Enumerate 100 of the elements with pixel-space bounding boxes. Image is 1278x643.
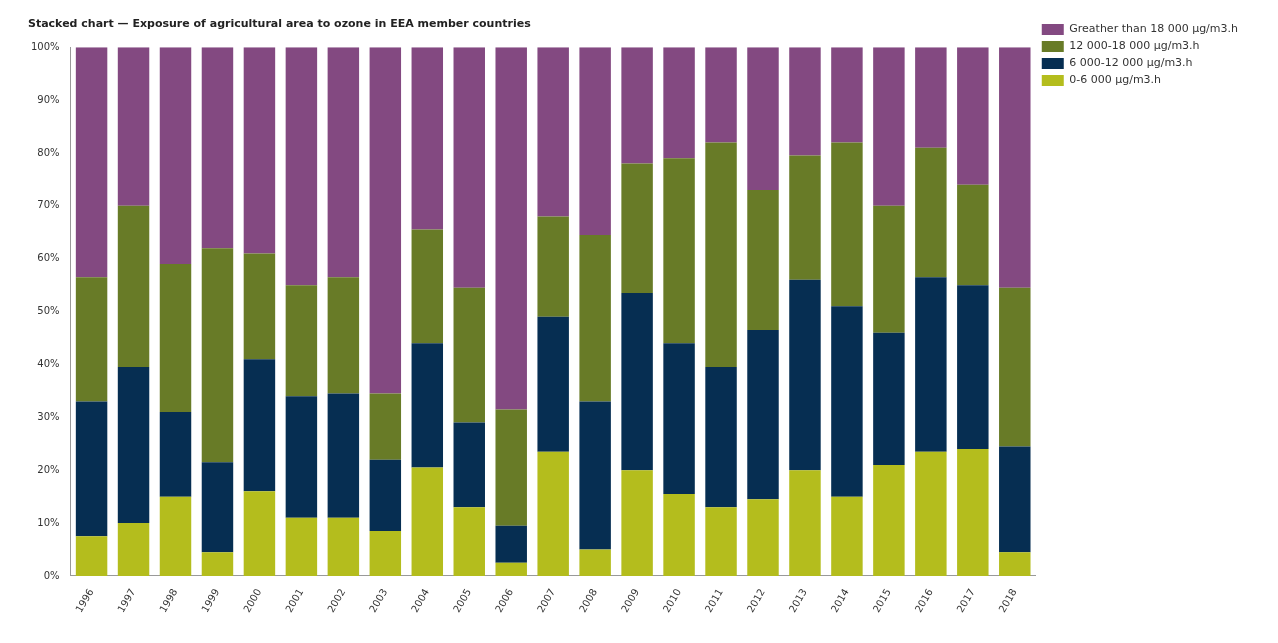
bar (789, 47, 821, 156)
bar (369, 459, 402, 532)
bar (201, 47, 234, 249)
bar (789, 279, 821, 471)
bar (285, 285, 318, 397)
bar (75, 277, 108, 402)
bar (117, 205, 150, 368)
bar (705, 142, 737, 368)
bar (327, 47, 360, 278)
bar (663, 158, 695, 344)
bar (579, 234, 611, 402)
bar (75, 47, 108, 278)
bar (411, 229, 444, 344)
bar (495, 562, 527, 576)
bar (411, 467, 444, 576)
bar (495, 409, 527, 526)
bar (495, 525, 527, 563)
bar (201, 462, 234, 553)
bar (663, 47, 695, 159)
bar (75, 536, 108, 576)
bar (957, 285, 989, 450)
bar (873, 332, 905, 465)
y-tick-label: 10% (37, 516, 60, 528)
bar (159, 496, 192, 576)
bar (453, 287, 485, 423)
bar (159, 263, 192, 413)
y-tick-label: 100% (31, 40, 60, 52)
bar (621, 163, 653, 294)
y-tick-label: 50% (37, 305, 60, 317)
bar (453, 507, 485, 576)
bar (327, 517, 360, 576)
bar (999, 446, 1031, 553)
bar (243, 491, 276, 576)
bar (117, 47, 150, 206)
bar (117, 523, 150, 576)
bar (747, 499, 779, 576)
bar (915, 451, 947, 576)
bar (873, 47, 905, 206)
bar (369, 47, 402, 394)
bar (789, 470, 821, 576)
legend-label: 6 000-12 000 µg/m3.h (1069, 56, 1193, 70)
bar (537, 47, 569, 217)
y-tick-label: 70% (37, 199, 60, 211)
bar (327, 277, 360, 394)
bar (579, 549, 611, 576)
y-tick-label: 30% (37, 410, 60, 422)
bar (117, 367, 150, 524)
bar (495, 47, 527, 410)
y-tick-label: 60% (37, 252, 60, 264)
bar (285, 47, 318, 286)
legend-label: 12 000-18 000 µg/m3.h (1069, 39, 1200, 53)
bar (243, 47, 276, 254)
bar (789, 155, 821, 280)
bar (537, 451, 569, 576)
bar (411, 47, 444, 230)
bar (957, 47, 989, 185)
bar (621, 47, 653, 164)
bar (159, 412, 192, 497)
bar (537, 316, 569, 452)
bar (831, 306, 863, 497)
bar (705, 367, 737, 508)
bar (369, 531, 402, 576)
bar (999, 287, 1031, 447)
bar (537, 216, 569, 317)
bar (957, 184, 989, 286)
bar (831, 496, 863, 576)
y-tick-label: 90% (37, 93, 60, 105)
bar (75, 401, 108, 537)
bar (201, 248, 234, 463)
y-tick-label: 0% (43, 569, 60, 581)
bar (747, 330, 779, 500)
bar (747, 47, 779, 190)
y-tick-label: 20% (37, 463, 60, 475)
bar (957, 449, 989, 576)
chart-title: Stacked chart — Exposure of agricultural area to ozone in EEA member countries (28, 17, 532, 31)
bar (663, 343, 695, 494)
bar (411, 343, 444, 468)
bar (705, 507, 737, 576)
bar (999, 47, 1031, 288)
bar (285, 517, 318, 576)
bar (999, 552, 1031, 576)
y-tick-label: 40% (37, 358, 60, 370)
bar (663, 494, 695, 576)
bar (915, 277, 947, 452)
bar (579, 401, 611, 550)
bar (243, 359, 276, 492)
legend-label: 0-6 000 µg/m3.h (1069, 73, 1162, 87)
bar (831, 47, 863, 143)
bar (873, 464, 905, 576)
bar (201, 552, 234, 576)
bar (579, 47, 611, 235)
bar (831, 142, 863, 307)
bar (705, 47, 737, 143)
bar (621, 470, 653, 576)
bar (915, 47, 947, 148)
bar (621, 293, 653, 471)
bar (873, 205, 905, 333)
bar (453, 422, 485, 508)
bar (285, 396, 318, 518)
legend-label: Greather than 18 000 µg/m3.h (1069, 22, 1239, 36)
